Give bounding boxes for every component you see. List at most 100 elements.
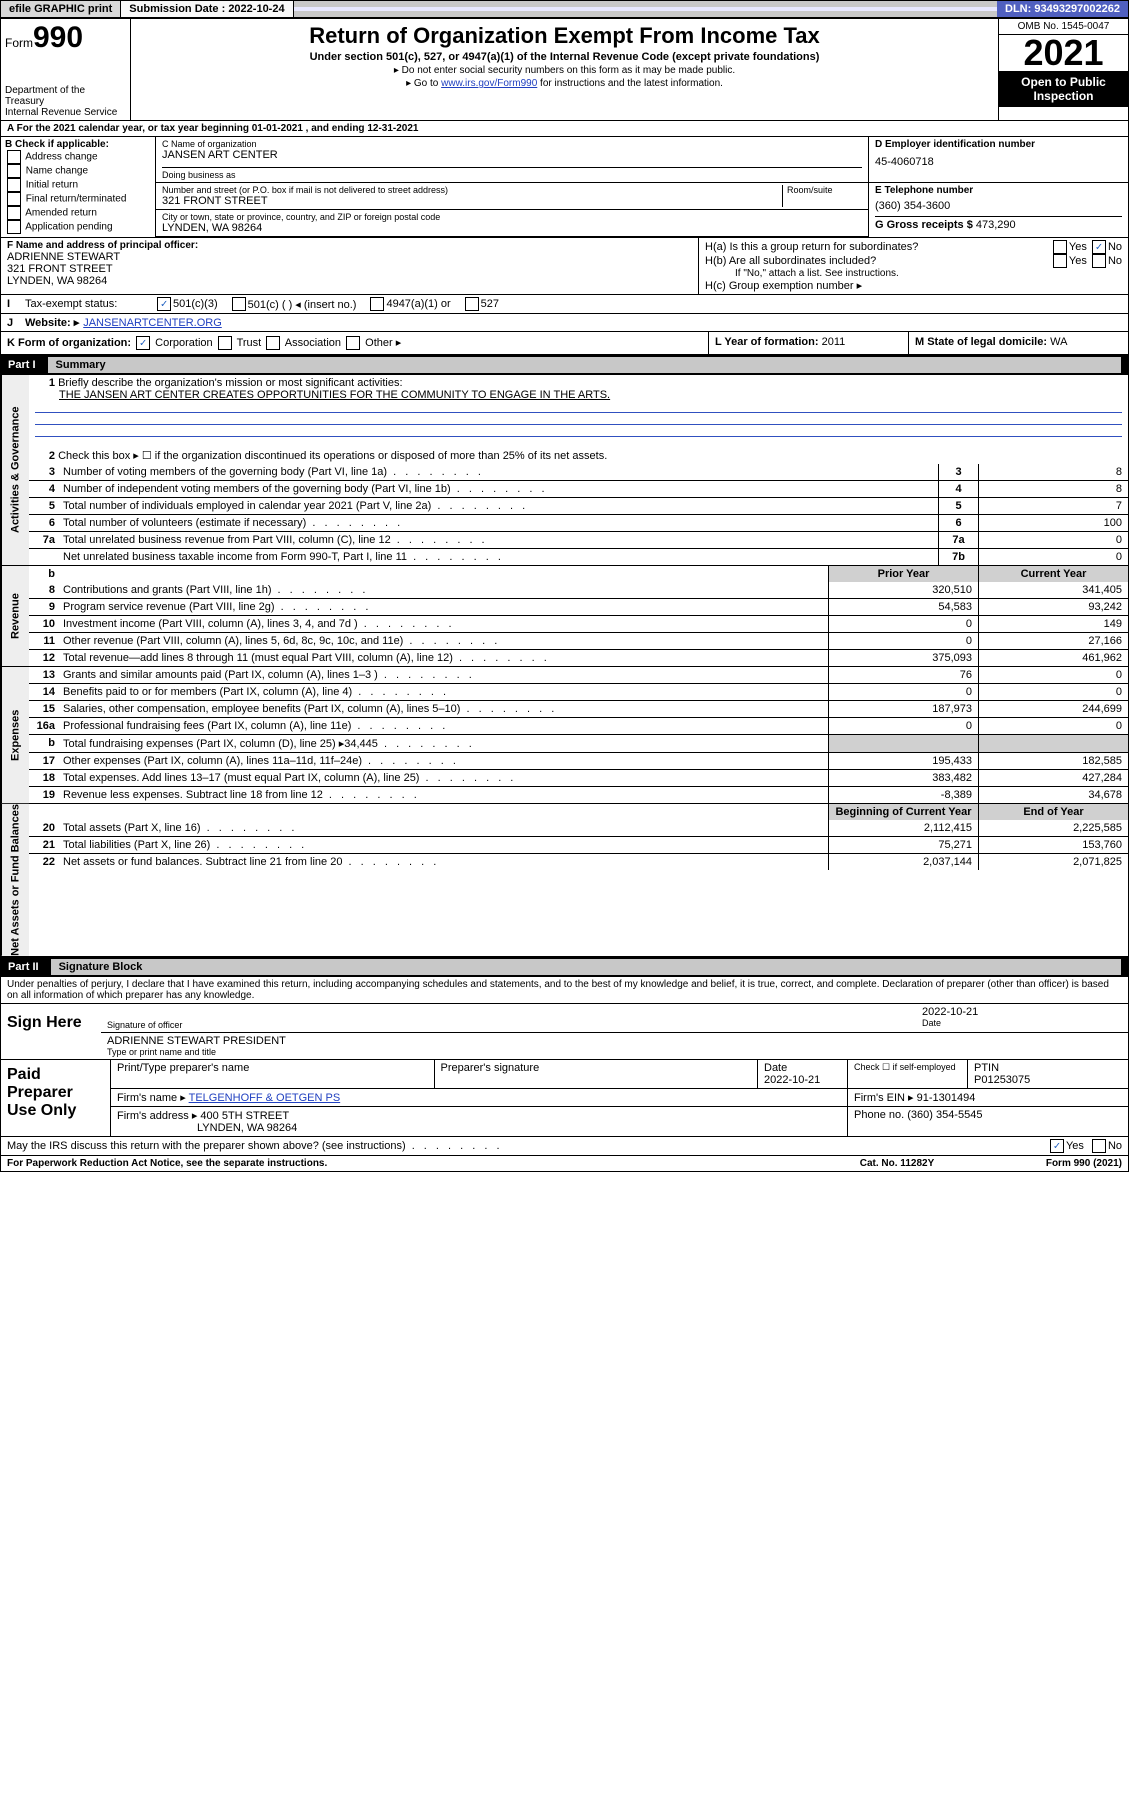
cb-527[interactable] [465, 297, 479, 311]
prep-date-label: Date [764, 1062, 841, 1074]
form-org-label: K Form of organization: [7, 337, 131, 349]
paperwork-notice: For Paperwork Reduction Act Notice, see … [7, 1158, 822, 1169]
cb-corp[interactable] [136, 336, 150, 350]
section-governance: Activities & Governance 1 Briefly descri… [0, 375, 1129, 566]
line-a-period: A For the 2021 calendar year, or tax yea… [0, 121, 1129, 137]
col-begin: Beginning of Current Year [828, 804, 978, 820]
name-title-label: Type or print name and title [107, 1047, 1122, 1057]
cat-no: Cat. No. 11282Y [822, 1158, 972, 1169]
firm-phone: (360) 354-5545 [907, 1109, 982, 1121]
ha-yes[interactable] [1053, 240, 1067, 254]
line-klm: K Form of organization: Corporation Trus… [0, 332, 1129, 355]
state-domicile-label: M State of legal domicile: [915, 336, 1047, 348]
officer-name: ADRIENNE STEWART [7, 251, 692, 263]
ptin-label: PTIN [974, 1062, 999, 1074]
year-formation: 2011 [822, 336, 846, 348]
line-j: J Website: ▸ JANSENARTCENTER.ORG [0, 314, 1129, 332]
irs: Internal Revenue Service [5, 107, 126, 118]
table-row: 22Net assets or fund balances. Subtract … [29, 853, 1128, 870]
efile-print[interactable]: efile GRAPHIC print [1, 1, 121, 17]
q2-text: Check this box ▸ ☐ if the organization d… [58, 450, 607, 462]
vtab-expenses: Expenses [1, 667, 29, 803]
note-link: ▸ Go to www.irs.gov/Form990 for instruct… [135, 78, 994, 89]
hb-yes[interactable] [1053, 254, 1067, 268]
city-value: LYNDEN, WA 98264 [162, 222, 862, 234]
ha-no[interactable] [1092, 240, 1106, 254]
city-label: City or town, state or province, country… [162, 212, 862, 222]
table-row: 15Salaries, other compensation, employee… [29, 700, 1128, 717]
table-row: 21Total liabilities (Part X, line 26)75,… [29, 836, 1128, 853]
sig-date: 2022-10-21 [922, 1006, 1122, 1018]
firm-addr1: 400 5TH STREET [200, 1110, 289, 1122]
page-footer: For Paperwork Reduction Act Notice, see … [0, 1156, 1129, 1172]
cb-initial-return[interactable]: Initial return [5, 178, 151, 192]
hb-note: If "No," attach a list. See instructions… [705, 268, 1122, 279]
table-row: 7aTotal unrelated business revenue from … [29, 531, 1128, 548]
instructions-link[interactable]: www.irs.gov/Form990 [441, 78, 537, 89]
cb-other[interactable] [346, 336, 360, 350]
may-irs-discuss: May the IRS discuss this return with the… [0, 1137, 1129, 1156]
block-fh: F Name and address of principal officer:… [0, 238, 1129, 295]
cb-final-return[interactable]: Final return/terminated [5, 192, 151, 206]
sign-here-label: Sign Here [1, 1004, 101, 1059]
cb-application-pending[interactable]: Application pending [5, 220, 151, 234]
cb-trust[interactable] [218, 336, 232, 350]
tax-year: 2021 [999, 35, 1128, 71]
firm-name-label: Firm's name ▸ [117, 1092, 186, 1104]
firm-name-link[interactable]: TELGENHOFF & OETGEN PS [189, 1092, 341, 1104]
section-net-assets: Net Assets or Fund Balances Beginning of… [0, 804, 1129, 957]
website-label: Website: ▸ [25, 316, 79, 329]
cb-501c3[interactable] [157, 297, 171, 311]
table-row: 19Revenue less expenses. Subtract line 1… [29, 786, 1128, 803]
addr-label: Number and street (or P.O. box if mail i… [162, 185, 782, 195]
page-title: Return of Organization Exempt From Incom… [135, 23, 994, 49]
ein-value: 45-4060718 [875, 150, 1122, 174]
cb-address-change[interactable]: Address change [5, 150, 151, 164]
cb-name-change[interactable]: Name change [5, 164, 151, 178]
cb-501c[interactable] [232, 297, 246, 311]
dln: DLN: 93493297002262 [997, 1, 1128, 17]
prep-self-employed[interactable]: Check ☐ if self-employed [848, 1060, 968, 1088]
prep-date: 2022-10-21 [764, 1074, 841, 1086]
gross-label: G Gross receipts $ [875, 219, 973, 231]
officer-addr1: 321 FRONT STREET [7, 263, 692, 275]
col-end: End of Year [978, 804, 1128, 820]
open-inspection: Open to Public Inspection [999, 71, 1128, 107]
prep-sig-label: Preparer's signature [441, 1062, 752, 1074]
sign-here-block: Sign Here Signature of officer 2022-10-2… [0, 1004, 1129, 1060]
prep-name-label: Print/Type preparer's name [117, 1062, 428, 1074]
firm-addr-label: Firm's address ▸ [117, 1110, 197, 1122]
discuss-yes[interactable] [1050, 1139, 1064, 1153]
sig-officer-label: Signature of officer [107, 1020, 922, 1030]
hb-no[interactable] [1092, 254, 1106, 268]
form-prefix: Form [5, 36, 33, 50]
col-current: Current Year [978, 566, 1128, 582]
note-ssn: ▸ Do not enter social security numbers o… [135, 65, 994, 76]
table-row: 18Total expenses. Add lines 13–17 (must … [29, 769, 1128, 786]
cb-amended-return[interactable]: Amended return [5, 206, 151, 220]
spacer [294, 7, 997, 11]
col-b: B Check if applicable: Address change Na… [1, 137, 156, 237]
org-name: JANSEN ART CENTER [162, 149, 862, 161]
cb-4947[interactable] [370, 297, 384, 311]
table-row: 5Total number of individuals employed in… [29, 497, 1128, 514]
line-i: I Tax-exempt status: 501(c)(3) 501(c) ( … [0, 295, 1129, 314]
discuss-no[interactable] [1092, 1139, 1106, 1153]
sig-date-label: Date [922, 1018, 1122, 1028]
ptin-value: P01253075 [974, 1074, 1030, 1086]
form-ref: Form 990 (2021) [972, 1158, 1122, 1169]
table-row: 3Number of voting members of the governi… [29, 464, 1128, 480]
table-row: 6Total number of volunteers (estimate if… [29, 514, 1128, 531]
section-expenses: Expenses 13Grants and similar amounts pa… [0, 667, 1129, 804]
website-link[interactable]: JANSENARTCENTER.ORG [83, 317, 222, 329]
tel-label: E Telephone number [875, 185, 1122, 196]
ha-label: H(a) Is this a group return for subordin… [705, 241, 1012, 253]
submission-date: Submission Date : 2022-10-24 [121, 1, 293, 17]
firm-phone-label: Phone no. [854, 1109, 904, 1121]
subtitle: Under section 501(c), 527, or 4947(a)(1)… [135, 51, 994, 63]
cb-assoc[interactable] [266, 336, 280, 350]
form-number: 990 [33, 21, 83, 54]
table-row: 11Other revenue (Part VIII, column (A), … [29, 632, 1128, 649]
table-row: 4Number of independent voting members of… [29, 480, 1128, 497]
year-formation-label: L Year of formation: [715, 336, 819, 348]
